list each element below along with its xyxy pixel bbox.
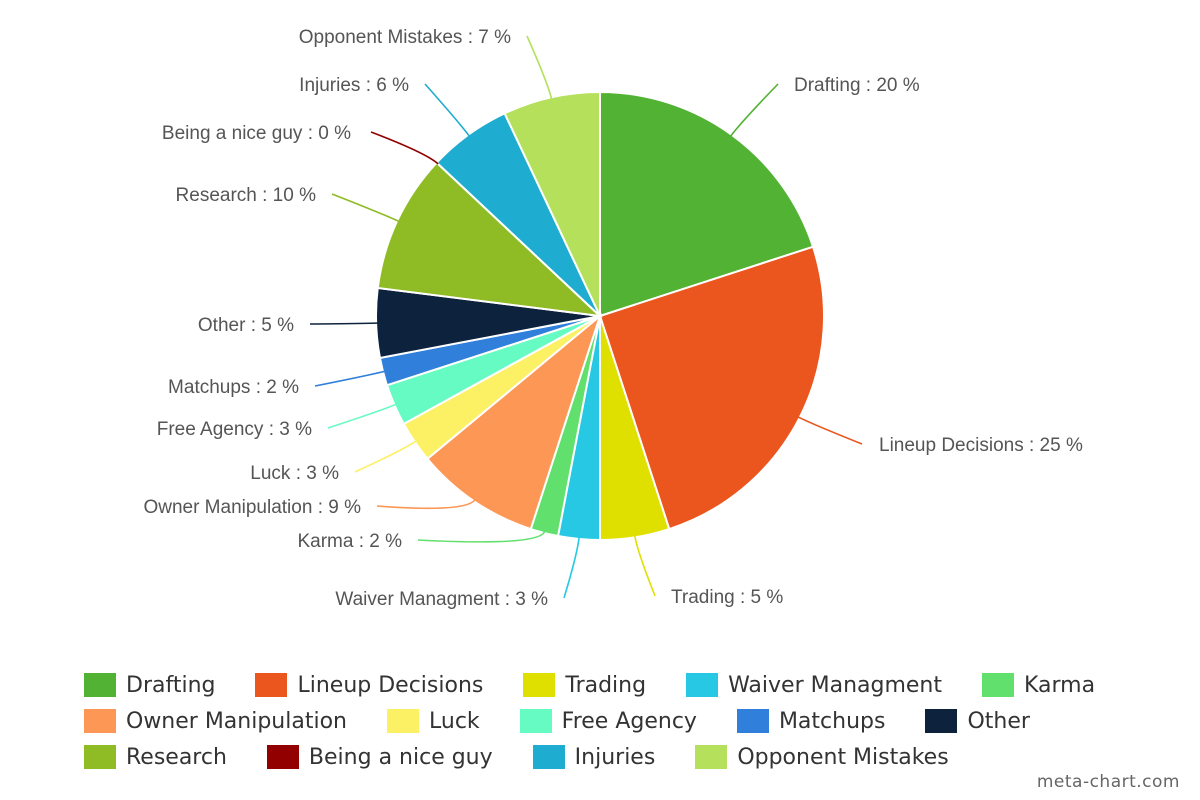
legend-item-research[interactable]: Research	[84, 745, 227, 770]
chart-legend: Drafting Lineup Decisions Trading Waiver Ma…	[84, 667, 1164, 775]
legend-row: Drafting Lineup Decisions Trading Waiver Ma…	[84, 667, 1164, 703]
slice-label-being-a-nice-guy: Being a nice guy : 0 %	[162, 123, 351, 144]
slice-label-other: Other : 5 %	[198, 315, 294, 336]
leader-line-lineup-decisions	[797, 416, 863, 445]
legend-swatch	[686, 673, 719, 697]
legend-label: Owner Manipulation	[126, 708, 347, 734]
legend-swatch	[84, 673, 116, 697]
legend-swatch	[532, 745, 565, 769]
slice-label-luck: Luck : 3 %	[250, 463, 339, 484]
leader-line-opponent-mistakes	[526, 35, 553, 100]
legend-item-opponent-mistakes[interactable]: Opponent Mistakes	[695, 744, 949, 770]
leader-line-research	[331, 193, 400, 223]
slice-label-research: Research : 10 %	[176, 185, 317, 206]
leader-line-luck	[354, 440, 417, 473]
leader-line-injuries	[424, 83, 471, 137]
legend-item-waiver-managment[interactable]: Waiver Managment	[686, 673, 942, 698]
legend-label: Being a nice guy	[308, 744, 493, 770]
legend-item-trading[interactable]: Trading	[523, 673, 646, 698]
legend-swatch	[84, 745, 116, 769]
leader-line-owner-manipulation	[376, 499, 476, 510]
legend-swatch	[84, 709, 116, 733]
slice-label-matchups: Matchups : 2 %	[168, 377, 299, 398]
leader-line-free-agency	[327, 403, 397, 429]
leader-line-trading	[633, 535, 656, 597]
legend-item-owner-manipulation[interactable]: Owner Manipulation	[84, 709, 347, 734]
legend-label: Waiver Managment	[728, 672, 942, 698]
legend-row: Research Being a nice guy Injuries Opponent…	[84, 739, 1164, 775]
pie-slices	[375, 90, 825, 542]
slice-label-injuries: Injuries : 6 %	[299, 75, 409, 96]
legend-item-injuries[interactable]: Injuries	[532, 744, 656, 770]
legend-label: Trading	[565, 672, 647, 698]
legend-label: Matchups	[778, 708, 886, 734]
legend-label: Injuries	[574, 744, 656, 770]
slice-label-trading: Trading : 5 %	[671, 587, 783, 608]
legend-swatch	[255, 673, 288, 697]
pie-chart: Drafting : 20 % Lineup Decisions : 25 % Tr…	[143, 27, 1083, 610]
leader-line-karma	[417, 530, 546, 543]
legend-item-karma[interactable]: Karma	[982, 673, 1095, 698]
legend-label: Karma	[1024, 672, 1096, 698]
legend-item-free-agency[interactable]: Free Agency	[519, 708, 697, 734]
slice-label-karma: Karma : 2 %	[297, 531, 402, 552]
slice-labels: Drafting : 20 % Lineup Decisions : 25 % Tr…	[143, 27, 1083, 610]
legend-row: Owner Manipulation Luck Free Agency Matchup…	[84, 703, 1164, 739]
legend-item-luck[interactable]: Luck	[387, 709, 480, 734]
leader-line-waiver-managment	[563, 536, 580, 599]
legend-label: Lineup Decisions	[297, 672, 484, 698]
legend-label: Research	[126, 744, 227, 770]
leader-line-drafting	[729, 83, 779, 137]
legend-swatch	[387, 709, 419, 733]
legend-swatch	[695, 745, 728, 769]
legend-item-drafting[interactable]: Drafting	[84, 673, 215, 698]
slice-label-drafting: Drafting : 20 %	[794, 75, 920, 96]
legend-swatch	[736, 709, 769, 733]
legend-item-other[interactable]: Other	[925, 708, 1030, 734]
chart-credit: meta-chart.com	[1036, 772, 1180, 792]
legend-label: Drafting	[126, 672, 216, 698]
leader-line-other	[309, 322, 379, 325]
legend-swatch	[982, 673, 1014, 697]
legend-item-lineup-decisions[interactable]: Lineup Decisions	[255, 673, 483, 698]
slice-label-owner-manipulation: Owner Manipulation : 9 %	[143, 497, 361, 518]
legend-swatch	[925, 709, 958, 733]
slice-label-waiver-managment: Waiver Managment : 3 %	[335, 589, 548, 610]
leader-line-being-a-nice-guy	[370, 131, 439, 165]
legend-item-being-a-nice-guy[interactable]: Being a nice guy	[266, 744, 493, 770]
slice-label-opponent-mistakes: Opponent Mistakes : 7 %	[299, 27, 511, 48]
legend-swatch	[523, 673, 556, 697]
slice-label-lineup-decisions: Lineup Decisions : 25 %	[879, 435, 1083, 456]
legend-label: Opponent Mistakes	[737, 744, 949, 770]
label-leader-lines	[309, 35, 863, 599]
leader-line-matchups	[314, 370, 386, 387]
legend-label: Other	[967, 708, 1030, 734]
legend-swatch	[519, 709, 552, 733]
legend-label: Luck	[429, 708, 480, 734]
legend-item-matchups[interactable]: Matchups	[736, 708, 886, 734]
legend-swatch	[266, 745, 299, 769]
slice-label-free-agency: Free Agency : 3 %	[157, 419, 312, 440]
legend-label: Free Agency	[561, 708, 697, 734]
